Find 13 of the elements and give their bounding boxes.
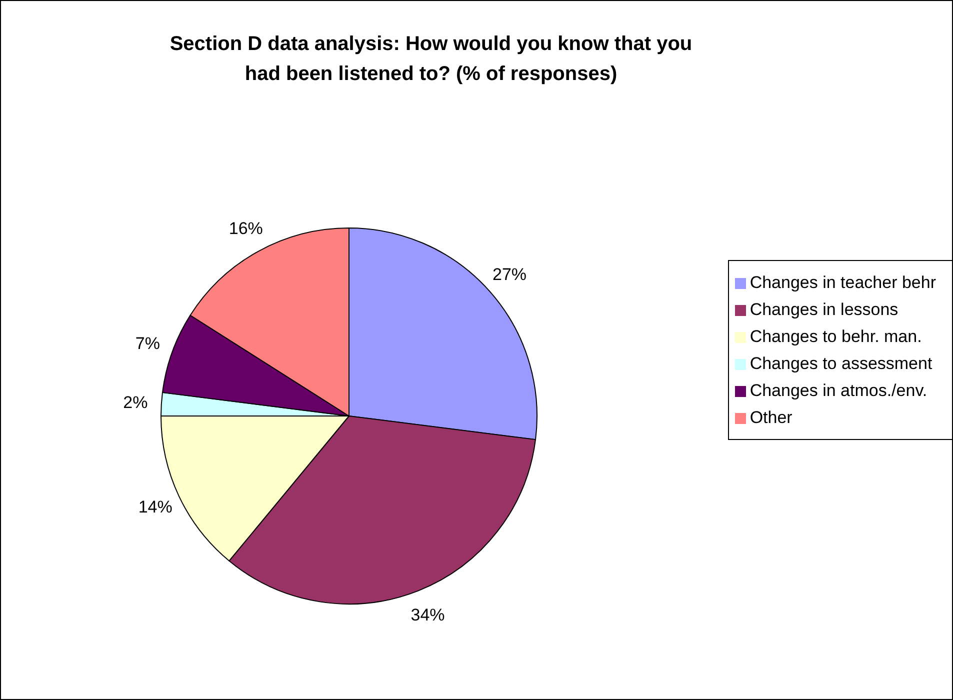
legend-label: Changes to behr. man. [750, 327, 922, 346]
data-label: 16% [228, 218, 263, 238]
data-label: 14% [138, 498, 172, 517]
legend-label: Changes in teacher behr [750, 273, 936, 292]
data-label: 2% [123, 393, 148, 412]
data-label: 34% [410, 605, 445, 624]
chart-title: Section D data analysis: How would you know that you had been listened to? (% of responses) [168, 32, 694, 87]
legend-label: Changes in atmos./env. [750, 381, 928, 400]
legend-label: Other [750, 408, 792, 427]
legend-label: Changes in lessons [750, 300, 898, 319]
data-label: 27% [492, 264, 527, 284]
data-label: 7% [135, 334, 160, 354]
legend-label: Changes to assessment [750, 354, 932, 373]
